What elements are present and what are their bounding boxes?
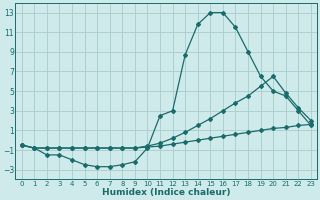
X-axis label: Humidex (Indice chaleur): Humidex (Indice chaleur) [102,188,231,197]
